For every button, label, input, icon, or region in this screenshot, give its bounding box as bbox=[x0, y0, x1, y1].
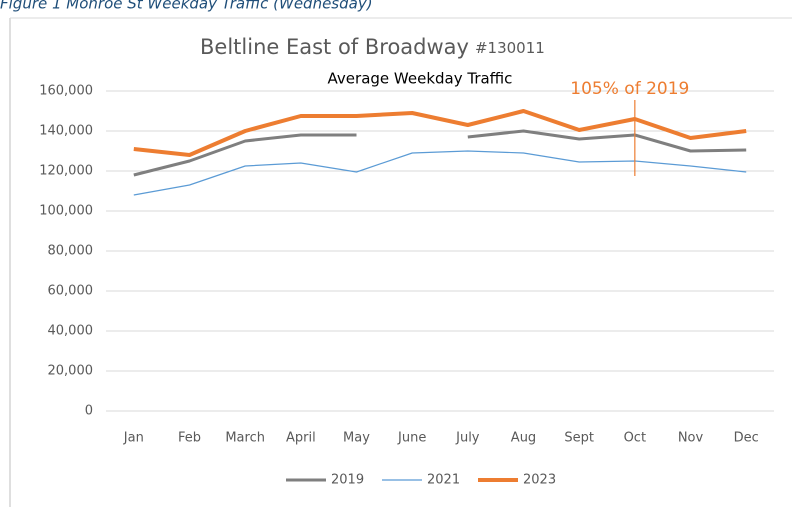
x-tick-label: Dec bbox=[734, 431, 759, 446]
y-tick-label: 140,000 bbox=[39, 124, 93, 139]
series-line bbox=[133, 150, 747, 196]
x-tick-label: Aug bbox=[511, 431, 536, 446]
x-tick-label: June bbox=[397, 431, 426, 446]
series-line bbox=[133, 109, 747, 157]
x-tick-label: Jan bbox=[123, 431, 144, 446]
y-tick-label: 100,000 bbox=[39, 204, 93, 219]
title-main: Beltline East of Broadway bbox=[200, 35, 469, 59]
x-tick-label: Oct bbox=[624, 431, 646, 446]
annotation-text: 105% of 2019 bbox=[570, 79, 689, 99]
y-tick-label: 160,000 bbox=[39, 84, 93, 99]
y-tick-label: 40,000 bbox=[48, 324, 94, 339]
y-tick-label: 80,000 bbox=[48, 244, 94, 259]
x-tick-label: April bbox=[286, 431, 316, 446]
x-tick-label: March bbox=[225, 431, 265, 446]
y-tick-label: 60,000 bbox=[48, 284, 94, 299]
series-line bbox=[133, 129, 747, 177]
x-tick-label: Sept bbox=[564, 431, 594, 446]
x-tick-label: Feb bbox=[178, 431, 201, 446]
y-tick-label: 0 bbox=[85, 404, 93, 419]
chart-title: Beltline East of Broadway #130011 bbox=[200, 35, 545, 59]
x-tick-label: May bbox=[343, 431, 370, 446]
caption: Figure 1 Monroe St Weekday Traffic (Wedn… bbox=[0, 0, 373, 13]
x-tick-label: July bbox=[455, 431, 480, 446]
legend-label: 2021 bbox=[427, 473, 460, 488]
y-tick-label: 120,000 bbox=[39, 164, 93, 179]
y-tick-label: 20,000 bbox=[48, 364, 94, 379]
x-tick-label: Nov bbox=[678, 431, 704, 446]
legend-label: 2019 bbox=[331, 473, 364, 488]
legend-label: 2023 bbox=[523, 473, 556, 488]
title-id: #130011 bbox=[475, 39, 545, 57]
chart-subtitle: Average Weekday Traffic bbox=[328, 70, 513, 88]
